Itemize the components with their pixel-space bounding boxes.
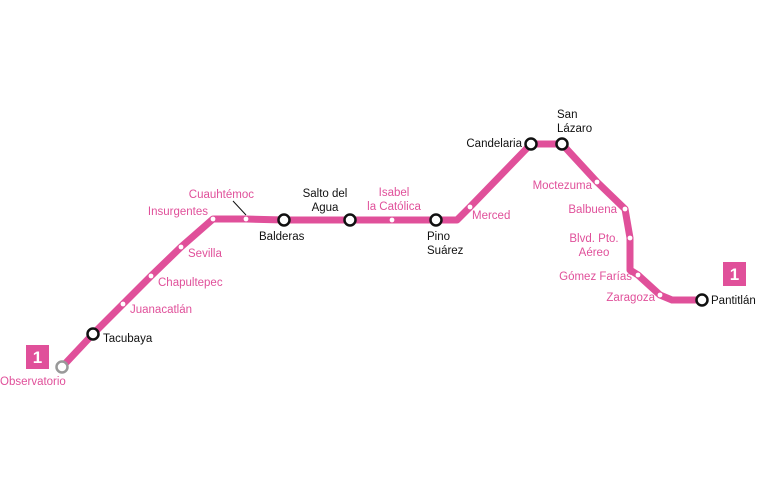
station-marker-sevilla[interactable] bbox=[178, 244, 184, 250]
station-label-line: Balbuena bbox=[568, 204, 617, 216]
station-label-line: Lázaro bbox=[557, 123, 592, 135]
station-marker-balbuena[interactable] bbox=[622, 206, 628, 212]
station-label-line: Cuauhtémoc bbox=[189, 189, 254, 201]
station-label-san-lazaro[interactable]: San Lázaro bbox=[557, 109, 592, 135]
station-label-line: Pino bbox=[427, 231, 450, 243]
station-label-line: San bbox=[557, 109, 577, 121]
station-label-chapultepec[interactable]: Chapultepec bbox=[158, 277, 223, 289]
station-marker-merced[interactable] bbox=[467, 204, 473, 210]
station-label-line: Tacubaya bbox=[103, 333, 153, 345]
station-label-pantitlan[interactable]: Pantitlán bbox=[711, 295, 756, 307]
station-marker-cuauhtemoc[interactable] bbox=[243, 216, 249, 222]
label-layer: Observatorio Tacubaya Juanacatlán Chapultep… bbox=[0, 109, 756, 388]
route-layer bbox=[58, 140, 706, 371]
station-marker-chapultepec[interactable] bbox=[148, 273, 154, 279]
station-label-sevilla[interactable]: Sevilla bbox=[188, 248, 222, 260]
station-label-isabel-la-catolica[interactable]: Isabel la Católica bbox=[367, 187, 421, 213]
station-label-balderas[interactable]: Balderas bbox=[259, 231, 305, 243]
station-label-line: Sevilla bbox=[188, 248, 222, 260]
station-marker-moctezuma[interactable] bbox=[594, 179, 600, 185]
station-label-salto-del-agua[interactable]: Salto del Agua bbox=[303, 188, 348, 214]
station-label-pino-suarez[interactable]: Pino Suárez bbox=[427, 231, 464, 257]
station-label-line: Candelaria bbox=[466, 138, 522, 150]
station-marker-zaragoza[interactable] bbox=[657, 292, 663, 298]
station-marker-pino-suarez[interactable] bbox=[429, 213, 443, 227]
station-label-line: Juanacatlán bbox=[130, 304, 192, 316]
station-marker-insurgentes[interactable] bbox=[210, 216, 216, 222]
station-label-merced[interactable]: Merced bbox=[472, 210, 510, 222]
station-label-line: la Católica bbox=[367, 201, 421, 213]
station-marker-observatorio[interactable] bbox=[55, 360, 69, 374]
station-label-blvd-pto-aereo[interactable]: Blvd. Pto. Aéreo bbox=[569, 233, 618, 259]
station-label-moctezuma[interactable]: Moctezuma bbox=[533, 180, 593, 192]
station-label-line: Agua bbox=[312, 202, 339, 214]
station-label-line: Zaragoza bbox=[606, 292, 655, 304]
station-marker-san-lazaro[interactable] bbox=[555, 137, 569, 151]
station-label-gomez-farias[interactable]: Gómez Farías bbox=[559, 271, 632, 283]
route-line bbox=[58, 140, 706, 371]
station-label-line: Chapultepec bbox=[158, 277, 223, 289]
station-marker-blvd-pto-aereo[interactable] bbox=[627, 235, 633, 241]
station-label-line: Pantitlán bbox=[711, 295, 756, 307]
station-marker-pantitlan[interactable] bbox=[695, 293, 709, 307]
station-label-line: Salto del bbox=[303, 188, 348, 200]
line-badge-east-box bbox=[723, 262, 746, 286]
station-marker-balderas[interactable] bbox=[277, 213, 291, 227]
line-badge-west-number: 1 bbox=[33, 348, 42, 367]
station-marker-candelaria[interactable] bbox=[524, 137, 538, 151]
station-label-zaragoza[interactable]: Zaragoza bbox=[606, 292, 655, 304]
station-label-line: Observatorio bbox=[0, 376, 66, 388]
station-label-line: Insurgentes bbox=[148, 206, 208, 218]
leader-layer bbox=[232, 200, 247, 216]
station-label-candelaria[interactable]: Candelaria bbox=[466, 138, 522, 150]
line-badge-east-number: 1 bbox=[730, 265, 739, 284]
station-label-line: Gómez Farías bbox=[559, 271, 632, 283]
station-label-line: Blvd. Pto. bbox=[569, 233, 618, 245]
station-marker-isabel-la-catolica[interactable] bbox=[389, 217, 395, 223]
line-badge-west-box bbox=[26, 345, 49, 369]
line-badge-east: 1 bbox=[723, 262, 746, 286]
station-marker-tacubaya[interactable] bbox=[86, 327, 100, 341]
station-label-observatorio[interactable]: Observatorio bbox=[0, 376, 66, 388]
station-label-line: Moctezuma bbox=[533, 180, 593, 192]
station-label-tacubaya[interactable]: Tacubaya bbox=[103, 333, 153, 345]
station-layer bbox=[55, 137, 709, 374]
line-badge-west: 1 bbox=[26, 345, 49, 369]
station-marker-juanacatlan[interactable] bbox=[120, 301, 126, 307]
station-label-insurgentes[interactable]: Insurgentes bbox=[148, 206, 208, 218]
station-label-juanacatlan[interactable]: Juanacatlán bbox=[130, 304, 192, 316]
station-label-line: Merced bbox=[472, 210, 510, 222]
station-label-cuauhtemoc[interactable]: Cuauhtémoc bbox=[189, 189, 254, 201]
station-marker-gomez-farias[interactable] bbox=[635, 272, 641, 278]
leader-line-cuauhtemoc bbox=[232, 200, 247, 216]
station-label-line: Aéreo bbox=[579, 247, 610, 259]
station-label-line: Isabel bbox=[379, 187, 410, 199]
station-label-balbuena[interactable]: Balbuena bbox=[568, 204, 617, 216]
station-label-line: Balderas bbox=[259, 231, 305, 243]
station-label-line: Suárez bbox=[427, 245, 464, 257]
station-marker-salto-del-agua[interactable] bbox=[343, 213, 357, 227]
